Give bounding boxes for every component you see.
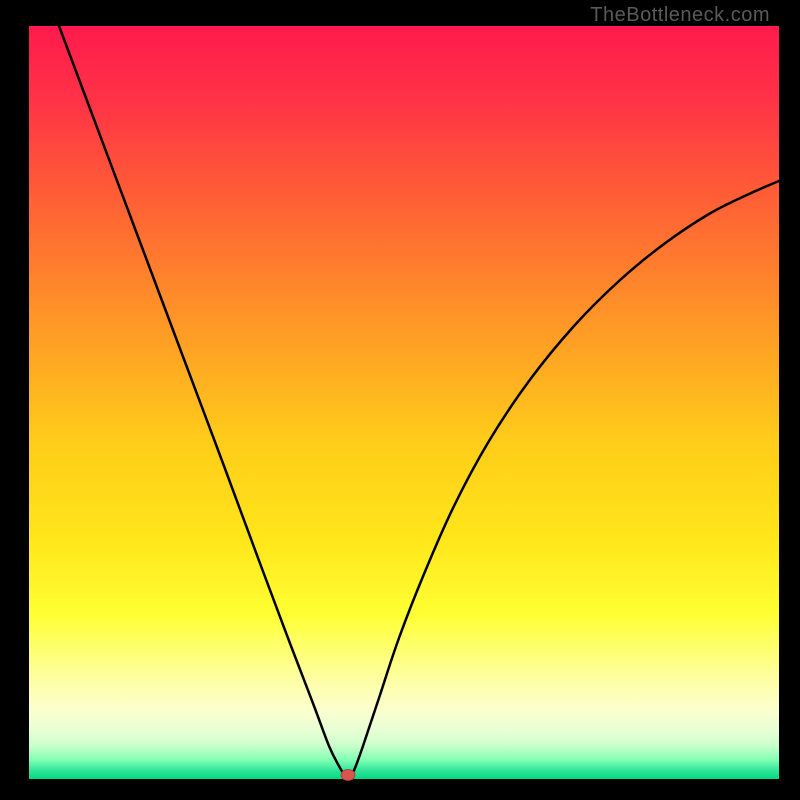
plot-area (29, 26, 779, 779)
minimum-marker (341, 770, 355, 781)
watermark-text: TheBottleneck.com (590, 4, 770, 27)
chart-svg (0, 0, 800, 800)
